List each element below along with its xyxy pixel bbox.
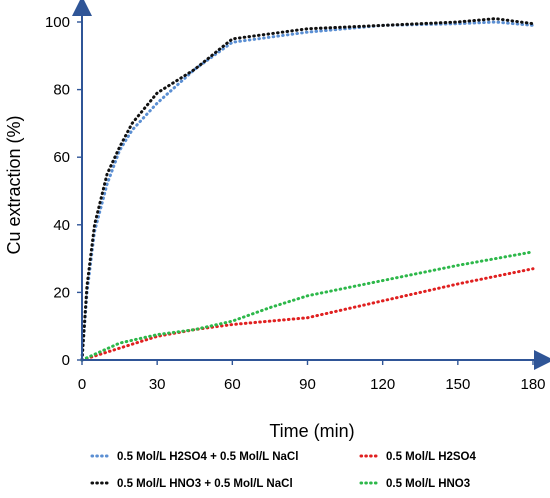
x-tick-label: 90 — [299, 376, 316, 393]
series-line-2 — [80, 267, 535, 362]
plot-area — [80, 17, 535, 362]
legend-label: 0.5 Mol/L HNO3 + 0.5 Mol/L NaCl — [117, 478, 293, 490]
y-tick-label: 100 — [45, 14, 70, 31]
x-tick-label: 30 — [149, 376, 166, 393]
y-axis-label: Cu extraction (%) — [4, 115, 24, 254]
series-line-4 — [80, 250, 535, 362]
legend-item-3: 0.5 Mol/L HNO3 + 0.5 Mol/L NaCl — [90, 478, 293, 490]
series-line-3 — [80, 17, 535, 362]
x-axis-label: Time (min) — [269, 421, 354, 441]
legend-item-4: 0.5 Mol/L HNO3 — [359, 478, 470, 490]
y-tick-label: 80 — [53, 82, 70, 99]
legend: 0.5 Mol/L H2SO4 + 0.5 Mol/L NaCl 0.5 Mol/… — [90, 451, 477, 490]
x-tick-label: 60 — [224, 376, 241, 393]
y-tick-label: 0 — [62, 352, 70, 369]
x-tick-label: 180 — [520, 376, 545, 393]
legend-item-2: 0.5 Mol/L H2SO4 — [359, 451, 477, 463]
legend-label: 0.5 Mol/L HNO3 — [386, 478, 470, 490]
legend-label: 0.5 Mol/L H2SO4 — [386, 451, 477, 463]
ticks: 0 30 60 90 120 150 180 0 20 40 60 80 100 — [45, 14, 546, 393]
y-tick-label: 20 — [53, 284, 70, 301]
x-tick-label: 0 — [78, 376, 86, 393]
legend-label: 0.5 Mol/L H2SO4 + 0.5 Mol/L NaCl — [117, 451, 298, 463]
series-line-1 — [80, 20, 535, 362]
y-tick-label: 40 — [53, 217, 70, 234]
x-tick-label: 120 — [370, 376, 395, 393]
legend-item-1: 0.5 Mol/L H2SO4 + 0.5 Mol/L NaCl — [90, 451, 298, 463]
x-tick-label: 150 — [445, 376, 470, 393]
y-tick-label: 60 — [53, 149, 70, 166]
axes — [72, 0, 550, 370]
